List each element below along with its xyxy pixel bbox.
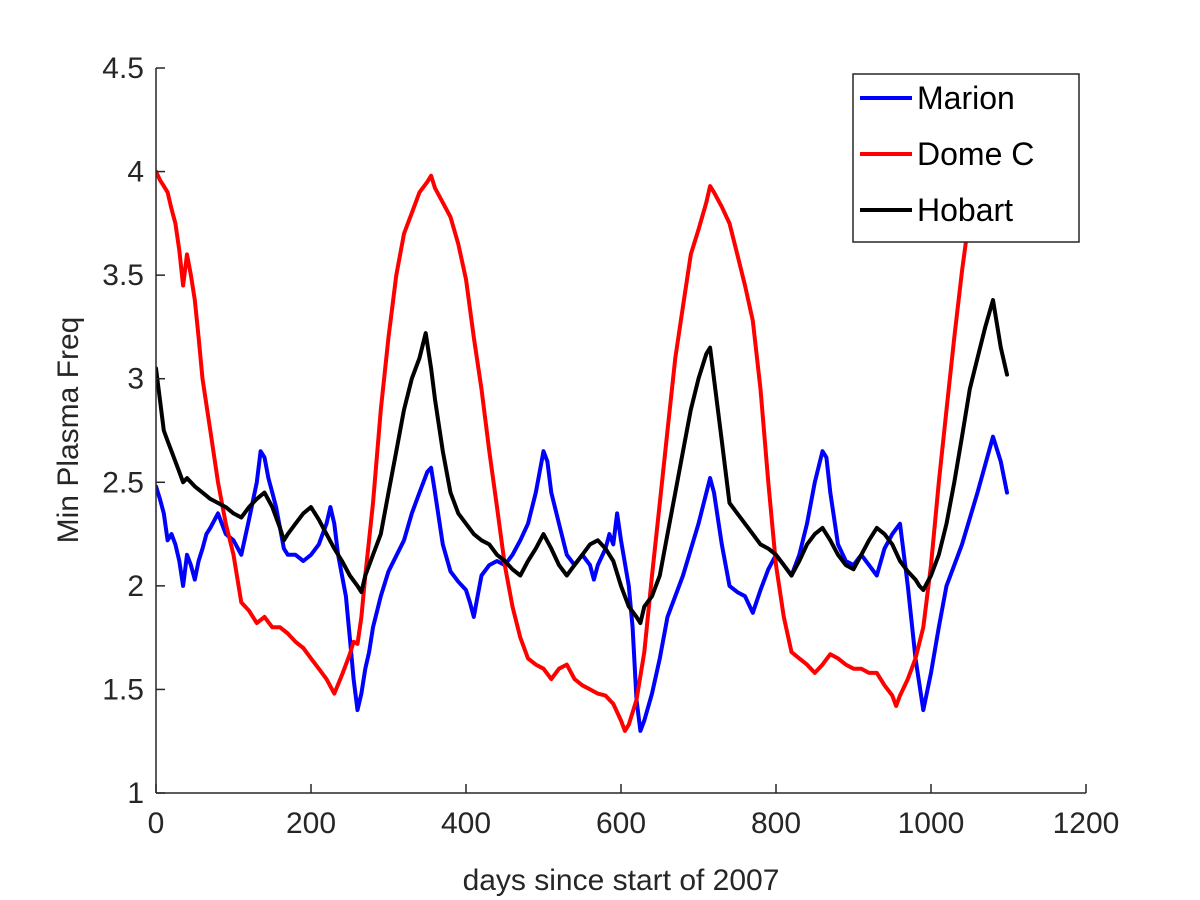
- y-tick-label: 2.5: [102, 466, 144, 499]
- x-tick-label: 0: [148, 807, 165, 840]
- y-tick-label: 1.5: [102, 673, 144, 706]
- x-ticks: 0 200 400 600 800 1000 1200: [148, 784, 1120, 840]
- x-tick-label: 200: [286, 807, 336, 840]
- x-tick-label: 1000: [898, 807, 965, 840]
- y-tick-label: 3: [127, 363, 144, 396]
- y-axis-title: Min Plasma Freq: [52, 317, 85, 544]
- series-line-dome-c: [156, 169, 976, 733]
- series-line-hobart: [156, 298, 1009, 626]
- x-tick-label: 600: [596, 807, 646, 840]
- y-tick-label: 4.5: [102, 52, 144, 85]
- series-line-marion: [156, 434, 1009, 733]
- x-tick-label: 400: [441, 807, 491, 840]
- legend-box: [852, 73, 1080, 243]
- y-ticks: 1 1.5 2 2.5 3 3.5 4 4.5: [102, 52, 165, 810]
- y-tick-label: 3.5: [102, 259, 144, 292]
- x-tick-label: 800: [751, 807, 801, 840]
- x-tick-label: 1200: [1053, 807, 1120, 840]
- legend-label-dome-c: Dome C: [917, 136, 1034, 172]
- legend-label-hobart: Hobart: [917, 192, 1013, 228]
- y-tick-label: 2: [127, 570, 144, 603]
- series-layer: [156, 169, 1009, 733]
- y-tick-label: 1: [127, 777, 144, 810]
- y-tick-label: 4: [127, 156, 144, 189]
- legend-label-marion: Marion: [917, 80, 1015, 116]
- legend: Marion Dome C Hobart: [852, 73, 1080, 243]
- x-axis-title: days since start of 2007: [463, 864, 780, 897]
